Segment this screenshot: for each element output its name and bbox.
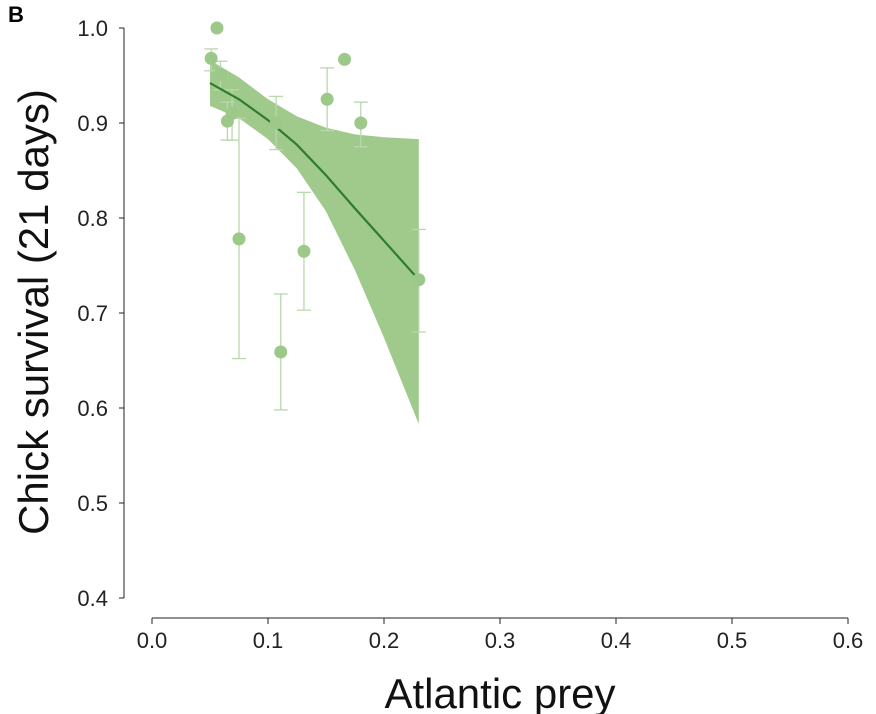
- x-tick-label: 0.2: [369, 628, 400, 653]
- data-point: [320, 92, 334, 106]
- data-point: [204, 51, 218, 65]
- data-point: [338, 52, 352, 66]
- data-points: [204, 21, 426, 359]
- data-point: [412, 273, 426, 287]
- x-tick-label: 0.1: [253, 628, 284, 653]
- confidence-band-group: [210, 60, 419, 425]
- data-point: [213, 68, 227, 82]
- data-point: [354, 116, 368, 130]
- data-point: [232, 232, 246, 246]
- x-tick-label: 0.6: [833, 628, 864, 653]
- x-tick-label: 0.0: [137, 628, 168, 653]
- y-tick-label: 0.8: [77, 206, 108, 231]
- y-tick-label: 0.6: [77, 396, 108, 421]
- x-axis-title: Atlantic prey: [384, 670, 615, 714]
- y-ticks: 0.4 0.5 0.6 0.7 0.8 0.9 1.0: [77, 16, 124, 611]
- data-point: [297, 244, 311, 258]
- fit-line: [209, 82, 420, 281]
- y-tick-label: 0.9: [77, 111, 108, 136]
- x-tick-label: 0.4: [601, 628, 632, 653]
- y-tick-label: 0.5: [77, 491, 108, 516]
- y-tick-label: 1.0: [77, 16, 108, 41]
- x-ticks: 0.0 0.1 0.2 0.3 0.4 0.5 0.6: [137, 618, 864, 653]
- confidence-band: [210, 60, 419, 425]
- data-point: [274, 345, 288, 359]
- x-tick-label: 0.5: [717, 628, 748, 653]
- data-point: [225, 107, 239, 120]
- data-point: [269, 116, 283, 130]
- panel-label: B: [8, 2, 24, 27]
- y-tick-label: 0.4: [77, 586, 108, 611]
- y-axis-title: Chick survival (21 days): [10, 89, 57, 535]
- data-point: [210, 21, 224, 35]
- fit-line-group: [209, 82, 420, 281]
- y-tick-label: 0.7: [77, 301, 108, 326]
- x-tick-label: 0.3: [485, 628, 516, 653]
